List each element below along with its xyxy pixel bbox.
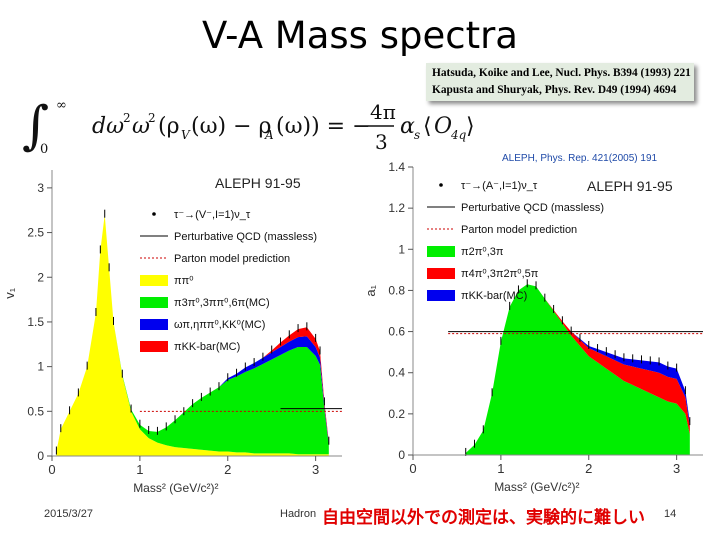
svg-text:2: 2 (148, 111, 156, 125)
x-tick-label: 1 (136, 462, 143, 477)
svg-text:(ω) − ρ: (ω) − ρ (191, 114, 271, 139)
legend-label-5: πKK-bar(MC) (461, 290, 527, 302)
legend-label-6: πKK-bar(MC) (174, 341, 240, 353)
x-tick-label: 0 (48, 462, 55, 477)
legend-label-2: Parton model prediction (461, 224, 577, 236)
legend-marker-0 (152, 212, 156, 216)
svg-text:ω: ω (132, 114, 150, 139)
y-tick-label: 0.4 (388, 366, 405, 380)
legend-swatch-3 (140, 275, 168, 286)
chart-title: ALEPH 91-95 (587, 178, 673, 194)
y-tick-label: 0.8 (388, 283, 405, 297)
reference-line-1: Hatsuda, Koike and Lee, Nucl. Phys. B394… (432, 67, 691, 79)
legend-label-4: π4π⁰,3π2π⁰,5π (461, 268, 539, 280)
svg-text:A: A (264, 128, 274, 142)
y-tick-label: 2.5 (27, 226, 44, 240)
legend-label-0: τ⁻→(A⁻,I=1)ν_τ (461, 180, 538, 192)
svg-text:4q: 4q (450, 128, 467, 142)
svg-text:(ω)) = −: (ω)) = − (276, 114, 371, 139)
svg-text:3: 3 (375, 130, 388, 154)
legend-swatch-5 (140, 319, 168, 330)
aleph-reference: ALEPH, Phys. Rep. 421(2005) 191 (502, 153, 658, 164)
x-tick-label: 1 (497, 461, 504, 476)
axial-spectral-plot: 0 1 2 3 0 0.2 0.4 0.6 0.8 1 1.2 1.4 Mass² (GeV/c²)² a… (363, 160, 703, 494)
legend-label-3: ππ⁰ (174, 275, 194, 287)
legend-swatch-4 (427, 268, 455, 279)
y-tick-label: 1.2 (388, 201, 405, 215)
y-tick-label: 0.6 (388, 325, 405, 339)
svg-text:0: 0 (40, 142, 48, 157)
x-tick-label: 2 (224, 462, 231, 477)
svg-text:dω: dω (92, 114, 124, 139)
y-tick-label: 1 (398, 242, 405, 256)
x-tick-label: 3 (312, 462, 319, 477)
chart-title: ALEPH 91-95 (215, 175, 301, 191)
svg-text:4π: 4π (370, 100, 396, 124)
svg-text:(ρ: (ρ (158, 114, 180, 139)
legend-label-4: π3π⁰,3ππ⁰,6π(MC) (174, 297, 270, 309)
area-series-1 (56, 214, 329, 455)
svg-text:2: 2 (123, 111, 131, 125)
slide-title: V-A Mass spectra (202, 14, 518, 57)
svg-text:α: α (400, 114, 415, 139)
svg-text:⟨: ⟨ (423, 114, 432, 139)
legend-swatch-6 (140, 341, 168, 352)
legend-label-2: Parton model prediction (174, 253, 290, 265)
y-tick-label: 3 (37, 181, 44, 195)
legend-label-5: ωπ,ηππ⁰,KK⁰(MC) (174, 319, 265, 331)
y-tick-label: 0 (398, 448, 405, 462)
svg-text:s: s (414, 128, 420, 142)
y-tick-label: 2 (37, 270, 44, 284)
y-axis-label: v₁ (2, 287, 17, 299)
y-tick-label: 0 (37, 449, 44, 463)
y-tick-label: 1 (37, 360, 44, 374)
x-tick-label: 2 (585, 461, 592, 476)
y-tick-label: 1.4 (388, 160, 405, 174)
footer-label: Hadron (280, 508, 317, 520)
y-tick-label: 0.5 (27, 404, 44, 418)
x-tick-label: 0 (409, 461, 416, 476)
legend-label-3: π2π⁰,3π (461, 246, 504, 258)
legend-swatch-4 (140, 297, 168, 308)
x-tick-label: 3 (673, 461, 680, 476)
legend-swatch-5 (427, 290, 455, 301)
reference-box: Hatsuda, Koike and Lee, Nucl. Phys. B394… (426, 63, 694, 101)
reference-line-2: Kapusta and Shuryak, Phys. Rev. D49 (199… (432, 84, 677, 96)
legend-marker-0 (439, 183, 443, 187)
svg-text:V: V (181, 128, 191, 142)
svg-text:∫: ∫ (22, 96, 49, 156)
y-tick-label: 0.2 (388, 407, 405, 421)
x-axis-label: Mass² (GeV/c²)² (133, 481, 218, 495)
area-series-0 (465, 284, 690, 455)
sum-rule-formula: ∫ ∞ 0 dω 2 ω 2 (ρ V (ω) − ρ A (ω)) = − 4… (22, 96, 475, 157)
footer-note: 自由空間以外での測定は、実験的に難しい (322, 508, 645, 528)
y-tick-label: 1.5 (27, 315, 44, 329)
svg-text:O: O (434, 114, 452, 139)
page-number: 14 (664, 508, 677, 520)
y-axis-label: a₁ (363, 284, 378, 296)
vector-spectral-plot: 0 1 2 3 0 0.5 1 1.5 2 2.5 3 Mass² (GeV/c²)² v₁ ALEPH … (2, 170, 342, 495)
legend-label-0: τ⁻→(V⁻,I=1)ν_τ (174, 209, 251, 221)
svg-text:⟩: ⟩ (466, 114, 475, 139)
area-series-2 (465, 284, 690, 453)
area-series-0 (56, 214, 329, 456)
legend-swatch-3 (427, 246, 455, 257)
x-axis-label: Mass² (GeV/c²)² (494, 480, 579, 494)
footer-date: 2015/3/27 (44, 508, 93, 520)
legend-label-1: Perturbative QCD (massless) (461, 202, 604, 214)
svg-text:∞: ∞ (56, 98, 67, 113)
legend-label-1: Perturbative QCD (massless) (174, 231, 317, 243)
